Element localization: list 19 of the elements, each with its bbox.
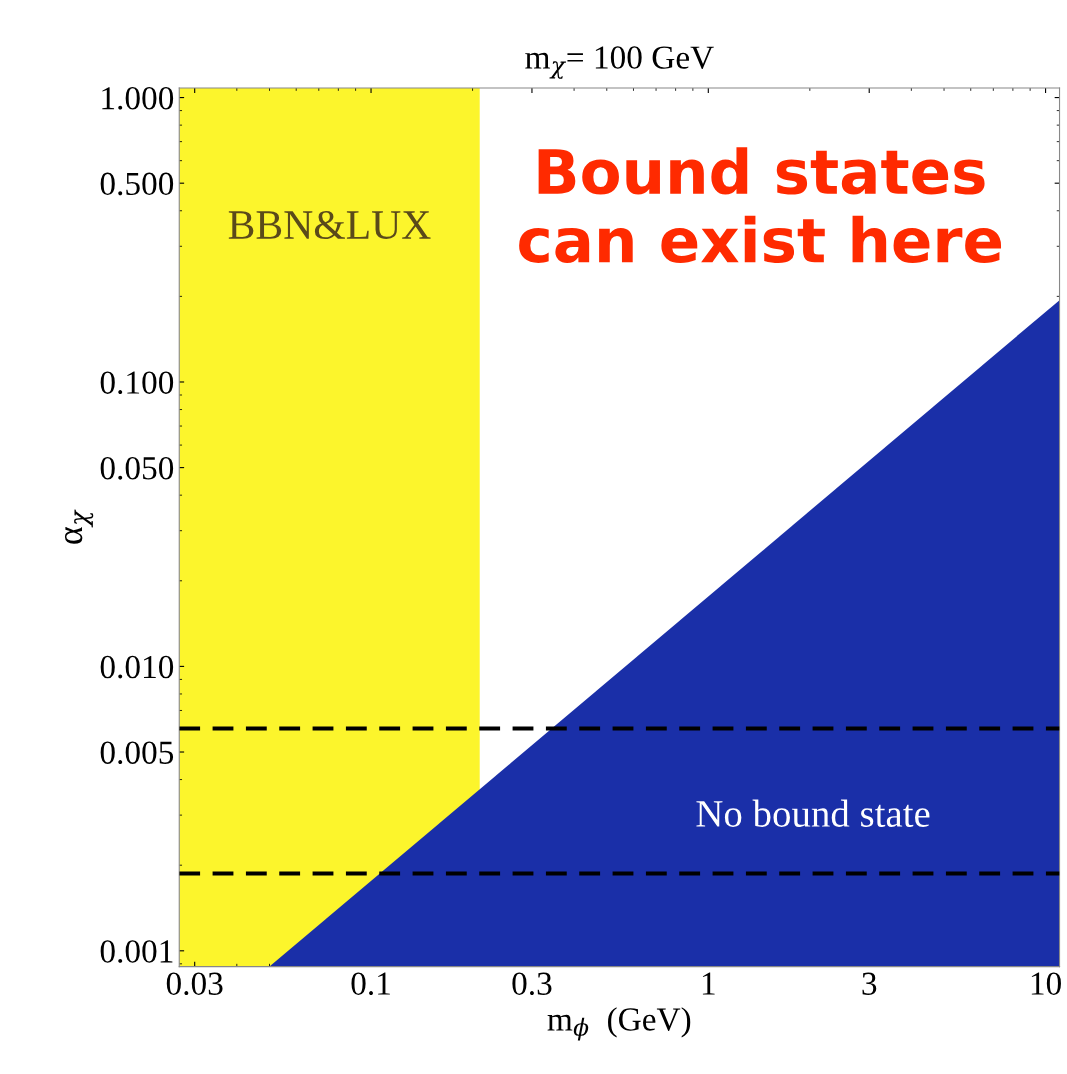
y-tick-label: 0.100 (100, 371, 174, 395)
x-tick-label: 1 (702, 972, 715, 995)
chart-title: m$_{χ}$= 100 GeV (525, 46, 714, 79)
annotation: Bound states can exist here (519, 147, 1002, 264)
band-label: BBN&LUX (228, 210, 431, 240)
x-tick-label: 0.3 (512, 972, 552, 996)
x-axis-title: m$_{ϕ}$ (GeV) (547, 1007, 691, 1041)
x-tick-label: 10 (1031, 972, 1061, 995)
y-tick-label: 1.000 (102, 86, 174, 110)
x-tick-label: 3 (862, 972, 877, 995)
y-tick-label: 0.001 (100, 940, 173, 963)
y-tick-label: 0.010 (100, 655, 174, 679)
x-tick-label: 0.1 (351, 972, 390, 996)
annotation: No bound state (696, 799, 930, 827)
y-tick-label: 0.005 (100, 741, 174, 765)
y-tick-label: 0.500 (100, 172, 174, 196)
y-axis-title: α$_{χ}$ (64, 509, 94, 544)
x-tick-label: 0.03 (166, 972, 223, 996)
y-tick-label: 0.050 (100, 457, 174, 480)
